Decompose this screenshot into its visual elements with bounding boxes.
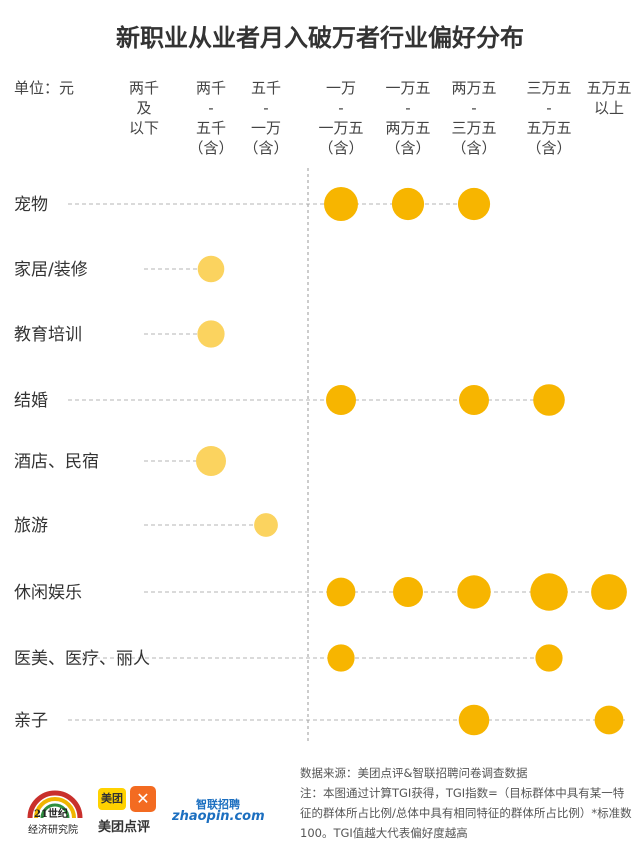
bubble — [324, 187, 358, 221]
column-header: 一万-一万五（含） — [318, 79, 363, 157]
row-label: 家居/装修 — [14, 260, 88, 280]
row-guides — [68, 203, 626, 721]
column-header: 两万五-三万五（含） — [451, 79, 496, 157]
bubble — [459, 385, 489, 415]
column-header: 三万五-五万五（含） — [526, 79, 571, 157]
unit-label: 单位：元 — [14, 79, 74, 97]
dianping-icon: ✕ — [130, 786, 156, 812]
bubble — [591, 574, 627, 610]
zhaopin-top: 智联招聘 — [196, 798, 240, 811]
column-header: 两千及以下 — [129, 79, 159, 137]
bubble — [457, 187, 491, 221]
bubble — [533, 384, 565, 416]
tgi-note: 注：本图通过计算TGI获得，TGI指数=（目标群体中具有某一特征的群体所占比例/… — [300, 786, 632, 840]
zhaopin-bottom: zhaopin.com — [172, 809, 265, 824]
row-label: 亲子 — [14, 711, 48, 731]
column-header: 两千-五千（含） — [188, 79, 233, 157]
bubble — [197, 255, 225, 283]
row-label: 宠物 — [14, 195, 48, 215]
column-header: 五万五以上 — [586, 79, 631, 117]
bubble — [457, 575, 491, 609]
institute-logo: 21世纪 经济研究院 — [24, 786, 86, 846]
bubble — [326, 577, 356, 607]
institute-logo-number: 21世纪 — [34, 809, 68, 820]
meituan-logo: 美团 ✕ 美团点评 — [98, 786, 162, 835]
institute-logo-text: 经济研究院 — [28, 825, 78, 836]
column-header: 一万五-两万五（含） — [385, 79, 430, 157]
bubble — [594, 705, 624, 735]
bubble — [327, 644, 355, 672]
row-label: 休闲娱乐 — [14, 583, 82, 603]
bubble — [254, 513, 278, 537]
bubble — [458, 704, 490, 736]
row-label: 酒店、民宿 — [14, 452, 99, 472]
row-label: 教育培训 — [14, 325, 82, 345]
bubble — [326, 385, 356, 415]
zhaopin-logo: 智联招聘 zhaopin.com — [172, 796, 265, 826]
row-label: 旅游 — [14, 516, 48, 536]
meituan-text: 美团点评 — [98, 820, 151, 835]
bubble — [197, 320, 225, 348]
chart-footer: 数据来源：美团点评&智联招聘问卷调查数据 注：本图通过计算TGI获得，TGI指数… — [300, 763, 634, 843]
row-label: 结婚 — [14, 391, 48, 411]
bubble — [391, 187, 425, 221]
bubble — [530, 573, 568, 611]
bubbles — [196, 187, 627, 736]
column-header: 五千-一万（含） — [243, 79, 288, 157]
bubble — [393, 577, 423, 607]
meituan-badge: 美团 — [98, 788, 126, 810]
source-note: 数据来源：美团点评&智联招聘问卷调查数据 — [300, 766, 528, 780]
bubble — [535, 644, 563, 672]
row-label: 医美、医疗、丽人 — [14, 649, 150, 669]
bubble — [196, 446, 226, 476]
chart-title: 新职业从业者月入破万者行业偏好分布 — [116, 24, 524, 52]
arc-icon — [27, 790, 83, 819]
